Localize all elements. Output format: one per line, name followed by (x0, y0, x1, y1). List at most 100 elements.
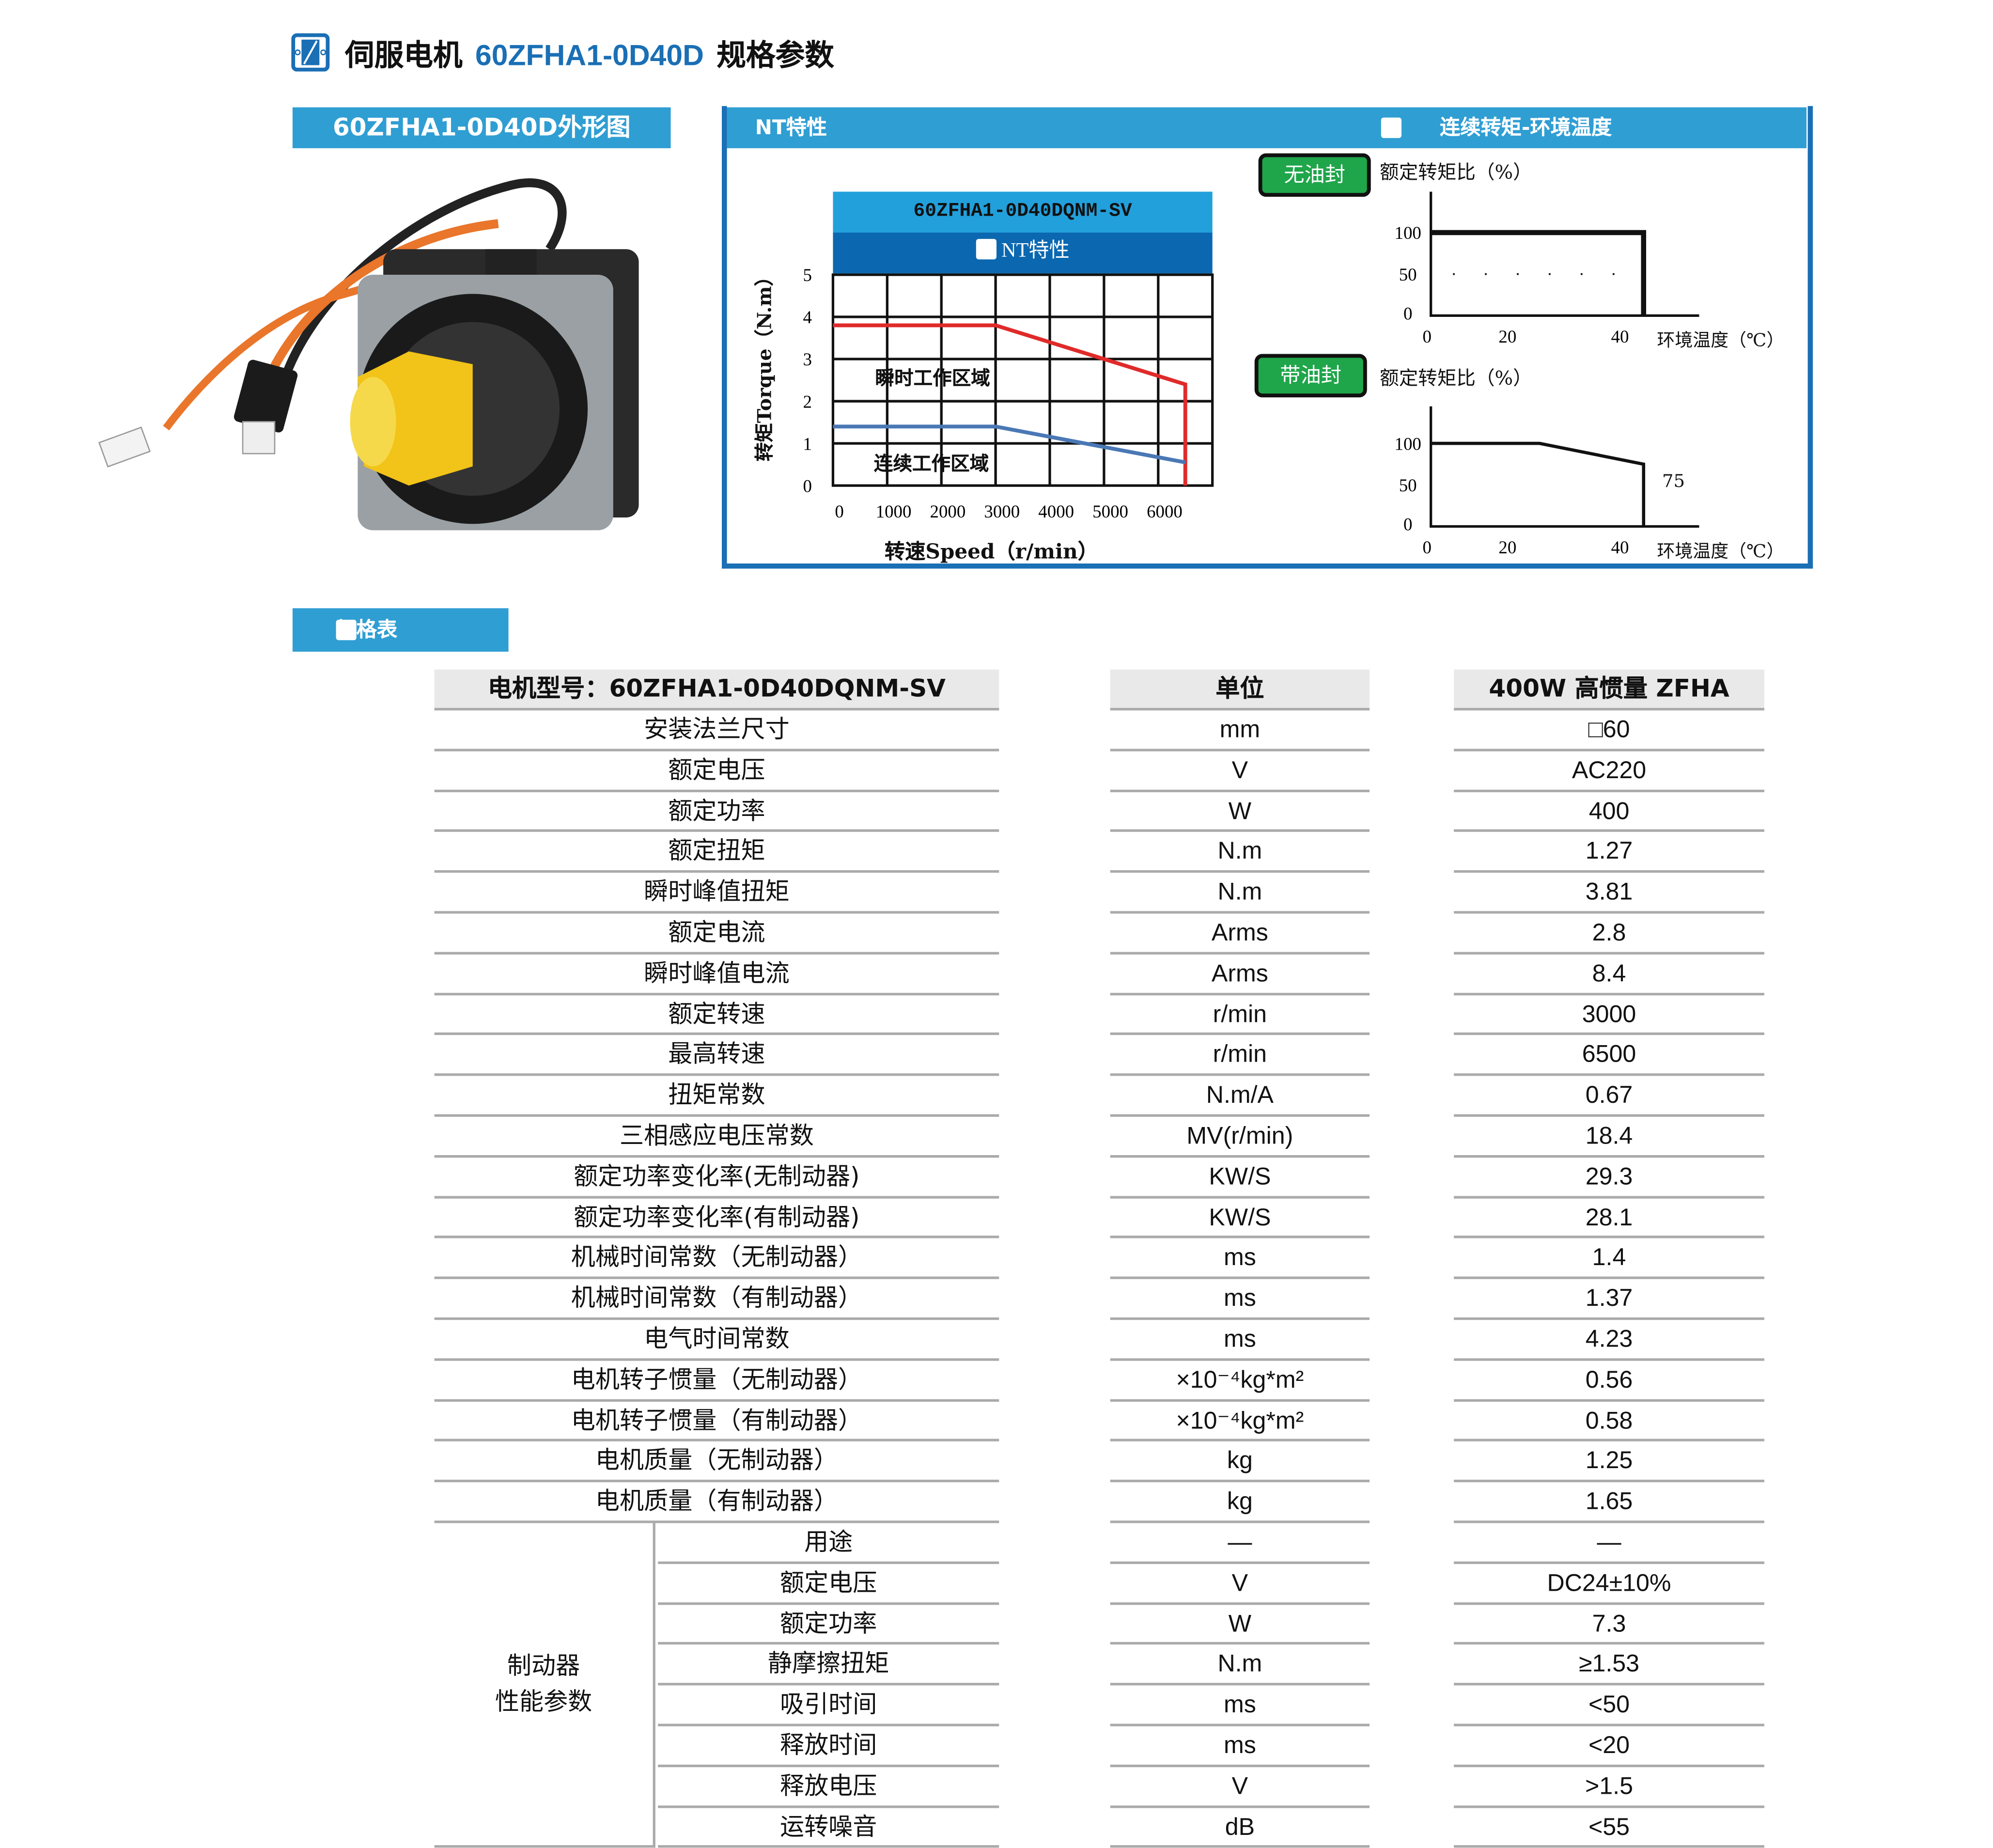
brake-spec-value: >1.5 (1454, 1767, 1764, 1808)
brake-spec-unit: — (1110, 1523, 1370, 1564)
dotted-marker (1548, 273, 1551, 275)
spec-value: 0.56 (1454, 1361, 1764, 1401)
spec-label: 三相感应电压常数 (434, 1117, 999, 1158)
spec-unit: ms (1110, 1279, 1370, 1320)
dotted-marker (1580, 273, 1583, 275)
spec-unit: mm (1110, 710, 1370, 752)
spec-label: 电机转子惯量（有制动器） (434, 1401, 999, 1442)
spec-header: 规格表 (292, 608, 509, 652)
spec-unit: ms (1110, 1238, 1370, 1280)
peak-region-label: 瞬时工作区域 (875, 366, 990, 390)
nt-x-tick: 4000 (1038, 501, 1074, 521)
continuous-region-label: 连续工作区域 (873, 452, 989, 476)
spec-label: 电机转子惯量（无制动器） (434, 1361, 999, 1401)
brake-spec-label: 静摩擦扭矩 (658, 1645, 999, 1686)
nt-y-tick: 3 (803, 349, 811, 369)
brake-spec-value: 7.3 (1454, 1604, 1764, 1645)
square-icon (976, 239, 996, 260)
brake-spec-label: 额定电压 (658, 1564, 999, 1605)
temp2-y-label: 额定转矩比（%） (1380, 366, 1532, 390)
temp-x-tick: 40 (1611, 537, 1629, 557)
spec-unit: Arms (1110, 914, 1370, 955)
spec-value: AC220 (1454, 751, 1764, 792)
spec-unit: ×10⁻⁴kg*m² (1110, 1361, 1370, 1401)
dotted-marker (1516, 273, 1519, 275)
title-prefix: 伺服电机 (345, 39, 463, 73)
temp-derating-line (1431, 230, 1647, 316)
dotted-marker (1453, 273, 1455, 275)
servo-logo-icon (291, 33, 330, 72)
continuous-torque-line (833, 424, 1186, 465)
brake-spec-unit: dB (1110, 1808, 1370, 1848)
spec-label: 扭矩常数 (434, 1076, 999, 1117)
spec-value: 6500 (1454, 1035, 1764, 1076)
spec-label: 电机质量（有制动器） (434, 1483, 999, 1523)
spec-value: 1.4 (1454, 1238, 1764, 1280)
spec-value: 3000 (1454, 995, 1764, 1036)
spec-value: 3.81 (1454, 873, 1764, 914)
spec-label: 额定电压 (434, 751, 999, 792)
temp-y-tick: 50 (1399, 475, 1417, 495)
spec-label: 电气时间常数 (434, 1320, 999, 1361)
square-icon (1381, 117, 1401, 138)
temp-x-tick: 40 (1611, 327, 1629, 346)
panel-header: NT特性 连续转矩-环境温度 (727, 107, 1806, 148)
spec-value: 18.4 (1454, 1117, 1764, 1158)
brake-spec-unit: V (1110, 1767, 1370, 1808)
nt-x-tick: 0 (835, 501, 843, 521)
spec-label: 瞬时峰值电流 (434, 954, 999, 995)
brake-spec-label: 释放时间 (658, 1726, 999, 1767)
spec-value: 1.37 (1454, 1279, 1764, 1320)
spec-unit: Arms (1110, 954, 1370, 995)
spec-value: 4.23 (1454, 1320, 1764, 1361)
temp-x-tick: 0 (1423, 537, 1432, 557)
spec-unit: ms (1110, 1320, 1370, 1361)
spec-value: 0.67 (1454, 1076, 1764, 1117)
temp-x-tick: 20 (1498, 537, 1516, 557)
spec-unit: ×10⁻⁴kg*m² (1110, 1401, 1370, 1442)
dotted-marker (1612, 273, 1615, 275)
spec-unit: V (1110, 751, 1370, 792)
nt-y-tick: 1 (803, 434, 811, 454)
column-header: 电机型号：60ZFHA1-0D40DQNM-SV (434, 669, 999, 711)
title-model: 60ZFHA1-0D40D (475, 38, 704, 72)
nt-x-tick: 6000 (1147, 501, 1183, 521)
spec-unit: kg (1110, 1442, 1370, 1483)
temp1-y-label: 额定转矩比（%） (1380, 161, 1532, 184)
temp-y-tick: 0 (1403, 514, 1412, 534)
motor-image (98, 178, 639, 531)
spec-label: 电机质量（无制动器） (434, 1442, 999, 1483)
temp-axes (1430, 406, 1699, 528)
nt-x-tick: 2000 (930, 501, 966, 521)
spec-unit: N.m (1110, 873, 1370, 914)
brake-spec-label: 运转噪音 (658, 1808, 999, 1848)
brake-spec-label: 吸引时间 (658, 1686, 999, 1726)
spec-unit: N.m/A (1110, 1076, 1370, 1117)
brake-spec-value: DC24±10% (1454, 1564, 1764, 1605)
spec-label: 最高转速 (434, 1035, 999, 1076)
spec-value: 2.8 (1454, 914, 1764, 955)
dotted-marker (1484, 273, 1487, 275)
spec-unit: KW/S (1110, 1198, 1370, 1239)
brake-spec-unit: N.m (1110, 1645, 1370, 1686)
spec-unit: kg (1110, 1483, 1370, 1523)
spec-value: 400 (1454, 792, 1764, 832)
spec-unit: r/min (1110, 1035, 1370, 1076)
spec-label: 瞬时峰值扭矩 (434, 873, 999, 914)
oil-seal-badge: 带油封 (1254, 354, 1367, 398)
spec-value: 0.58 (1454, 1401, 1764, 1442)
nt-x-tick: 3000 (984, 501, 1020, 521)
temp-y-tick: 50 (1399, 265, 1417, 284)
spec-label: 机械时间常数（无制动器） (434, 1238, 999, 1280)
spec-value: 1.65 (1454, 1483, 1764, 1523)
nt-y-tick: 2 (803, 392, 811, 411)
temp2-x-label: 环境温度（℃） (1657, 542, 1785, 563)
spec-unit: KW/S (1110, 1158, 1370, 1198)
spec-label: 额定转速 (434, 995, 999, 1036)
temp-axes (1430, 191, 1699, 317)
peak-torque-line (833, 323, 1187, 486)
nt-y-tick: 5 (803, 265, 811, 285)
square-icon (336, 620, 357, 641)
no-oil-seal-badge: 无油封 (1258, 153, 1371, 197)
nt-title: NT特性 (755, 115, 827, 140)
